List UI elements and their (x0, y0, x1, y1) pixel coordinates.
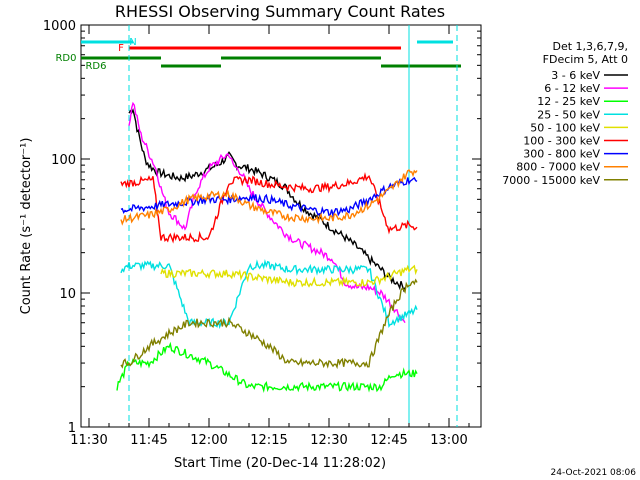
x-tick-label: 13:00 (430, 433, 467, 448)
x-tick-label: 12:00 (190, 433, 227, 448)
series-line-3 (120, 259, 418, 330)
y-axis-ticks: 1 10 100 1000 (43, 19, 481, 436)
plot-border (80, 24, 482, 428)
legend-entry-label: 7000 - 15000 keV (502, 174, 600, 187)
legend-entry-label: 100 - 300 keV (523, 135, 600, 148)
legend: Det 1,3,6,7,9, FDecim 5, Att 0 3 - 6 keV… (502, 40, 628, 187)
y-tick-label: 100 (51, 153, 76, 168)
series-line-8 (120, 278, 418, 370)
legend-entry-label: 800 - 7000 keV (516, 161, 600, 174)
vertical-markers (128, 25, 458, 427)
x-axis-ticks: 11:30 11:45 12:00 12:15 12:30 12:45 13:00 (70, 25, 470, 448)
flag-label-f: F (118, 43, 124, 54)
y-axis-label: Count Rate (s⁻¹ detector⁻¹) (19, 138, 34, 315)
flag-label-rd0: RD0 (55, 53, 76, 64)
legend-entry-label: 50 - 100 keV (530, 121, 600, 134)
series-line-4 (160, 264, 418, 288)
legend-entry-label: 3 - 6 keV (551, 69, 600, 82)
legend-entry-label: 6 - 12 keV (544, 82, 600, 95)
x-tick-label: 11:30 (70, 433, 107, 448)
y-tick-label: 1 (68, 421, 76, 436)
chart-title: RHESSI Observing Summary Count Rates (115, 2, 445, 21)
series-line-0 (128, 108, 406, 293)
series-line-6 (120, 176, 418, 218)
x-tick-label: 12:15 (250, 433, 287, 448)
x-tick-label: 12:30 (310, 433, 347, 448)
flag-label-rd6: RD6 (85, 61, 106, 72)
footer-timestamp: 24-Oct-2021 08:06 (551, 468, 637, 478)
legend-header-line2: FDecim 5, Att 0 (543, 53, 628, 66)
series-line-7 (120, 169, 418, 226)
legend-entry-label: 12 - 25 keV (537, 95, 600, 108)
plot-frame (80, 24, 482, 428)
x-axis-label: Start Time (20-Dec-14 11:28:02) (174, 456, 386, 471)
y-tick-label: 1000 (43, 19, 76, 34)
legend-entry-label: 300 - 800 keV (523, 148, 600, 161)
flag-bars: NF RD0 RD6 (55, 37, 461, 72)
y-tick-label: 10 (59, 287, 76, 302)
series-line-5 (120, 172, 418, 244)
x-tick-label: 11:45 (130, 433, 167, 448)
series-line-2 (116, 341, 418, 393)
x-tick-label: 12:45 (370, 433, 407, 448)
legend-entry-label: 25 - 50 keV (537, 108, 600, 121)
legend-header-line1: Det 1,3,6,7,9, (552, 40, 628, 53)
flag-label-n: N (129, 37, 136, 48)
series-lines (116, 101, 418, 393)
